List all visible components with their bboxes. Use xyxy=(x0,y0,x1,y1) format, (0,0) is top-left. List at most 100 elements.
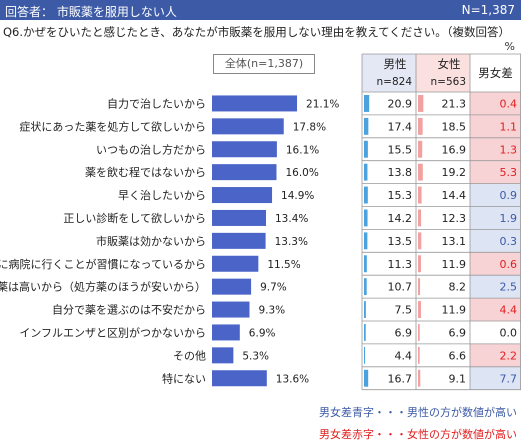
female-tick xyxy=(418,255,421,273)
male-tick xyxy=(364,324,366,341)
value-label: 11.5% xyxy=(267,259,300,271)
diff-cell-bg xyxy=(470,137,521,161)
diff-value: 0.9 xyxy=(500,189,518,202)
diff-value: 0.4 xyxy=(500,97,518,110)
male-value: 6.9 xyxy=(395,326,413,339)
male-header-bg xyxy=(362,54,416,92)
female-value: 19.2 xyxy=(442,166,467,179)
value-label: 13.6% xyxy=(276,373,309,385)
diff-header: 男女差 xyxy=(478,66,513,80)
diff-cell-bg xyxy=(470,252,521,276)
diff-cell-bg xyxy=(470,321,521,344)
female-header: 女性 xyxy=(438,57,461,71)
male-value: 10.7 xyxy=(388,281,413,294)
category-label: 正しい診断をして欲しいから xyxy=(63,211,206,225)
bar xyxy=(212,95,298,112)
female-value: 16.9 xyxy=(442,143,467,156)
question-text: Q6.かぜをひいたと感じたとき、あなたが市販薬を服用しない理由を教えてください。… xyxy=(3,25,511,39)
diff-value: 7.7 xyxy=(500,372,518,385)
male-tick xyxy=(364,255,367,273)
diff-cell-bg xyxy=(470,92,521,115)
female-n: n=563 xyxy=(431,76,467,88)
diff-value: 5.3 xyxy=(500,166,518,179)
overall-label: 全体(n=1,387) xyxy=(213,54,315,74)
value-label: 13.3% xyxy=(275,236,308,248)
female-value: 9.1 xyxy=(449,372,467,385)
female-tick xyxy=(418,278,421,296)
female-value: 6.6 xyxy=(449,349,467,362)
value-label: 13.4% xyxy=(275,213,308,225)
diff-cell-bg xyxy=(470,275,521,299)
bar xyxy=(212,232,266,249)
diff-value: 1.9 xyxy=(500,212,518,225)
female-tick xyxy=(418,117,423,135)
female-tick xyxy=(418,324,420,341)
male-tick xyxy=(364,163,368,181)
female-tick xyxy=(418,163,423,181)
male-tick xyxy=(364,95,370,112)
unit-label: % xyxy=(504,40,515,53)
diff-value: 2.2 xyxy=(500,349,518,362)
male-value: 15.3 xyxy=(388,189,413,202)
bar xyxy=(212,347,234,364)
female-header-bg xyxy=(416,54,470,92)
female-value: 11.9 xyxy=(442,304,467,317)
male-tick xyxy=(364,301,366,318)
male-tick xyxy=(364,278,367,296)
male-value: 20.9 xyxy=(388,97,413,110)
header-bar: 回答者： 市販薬を服用しない人 N=1,387 xyxy=(0,0,521,20)
female-tick xyxy=(418,140,423,158)
female-value: 14.4 xyxy=(442,189,467,202)
category-label: その他 xyxy=(173,349,206,362)
female-value: 12.3 xyxy=(442,212,467,225)
bar xyxy=(212,118,284,135)
diff-value: 4.4 xyxy=(500,304,518,317)
value-label: 16.0% xyxy=(285,167,318,179)
diff-header-bg xyxy=(470,54,521,92)
bar xyxy=(212,278,252,295)
diff-value: 0.3 xyxy=(500,235,518,248)
female-value: 21.3 xyxy=(442,97,467,110)
category-label: いつもの治し方だから xyxy=(96,142,206,156)
diff-cell-bg xyxy=(470,366,521,390)
diff-cell-bg xyxy=(470,183,521,207)
diff-value: 2.5 xyxy=(500,281,518,294)
male-tick xyxy=(364,209,368,227)
male-value: 4.4 xyxy=(395,349,413,362)
value-label: 9.7% xyxy=(260,282,287,294)
diff-cell-bg xyxy=(470,160,521,184)
male-value: 13.8 xyxy=(388,166,413,179)
note-blue: 男女差青字・・・男性の方が数値が高い xyxy=(319,406,517,419)
category-label: 早く治したいから xyxy=(118,188,206,202)
category-label: すぐに病院に行くことが習慣になっているから xyxy=(0,257,206,271)
respondent-label: 回答者： 市販薬を服用しない人 xyxy=(5,5,177,19)
diff-cell-bg xyxy=(470,298,521,321)
value-label: 17.8% xyxy=(293,121,326,133)
diff-cell-bg xyxy=(470,114,521,138)
female-value: 11.9 xyxy=(442,258,467,271)
value-label: 6.9% xyxy=(249,327,276,339)
value-label: 9.3% xyxy=(258,305,285,317)
male-tick xyxy=(364,232,368,250)
category-label: 市販薬は効かないから xyxy=(96,234,206,248)
diff-value: 0.0 xyxy=(500,326,518,339)
value-label: 21.1% xyxy=(306,98,339,110)
bar xyxy=(212,141,277,158)
female-value: 8.2 xyxy=(449,281,467,294)
male-n: n=824 xyxy=(377,76,413,88)
female-value: 18.5 xyxy=(442,120,467,133)
male-tick xyxy=(364,186,368,204)
male-tick xyxy=(364,117,369,135)
male-value: 7.5 xyxy=(395,304,413,317)
male-tick xyxy=(364,140,368,158)
female-tick xyxy=(418,346,420,364)
value-label: 5.3% xyxy=(242,350,269,362)
female-value: 13.1 xyxy=(442,235,467,248)
diff-cell-bg xyxy=(470,206,521,230)
category-label: インフルエンザと区別がつかないから xyxy=(19,325,206,339)
male-value: 14.2 xyxy=(388,212,413,225)
male-value: 15.5 xyxy=(388,143,413,156)
male-header: 男性 xyxy=(384,57,407,71)
sample-size: N=1,387 xyxy=(461,3,515,17)
diff-value: 1.1 xyxy=(500,120,518,133)
